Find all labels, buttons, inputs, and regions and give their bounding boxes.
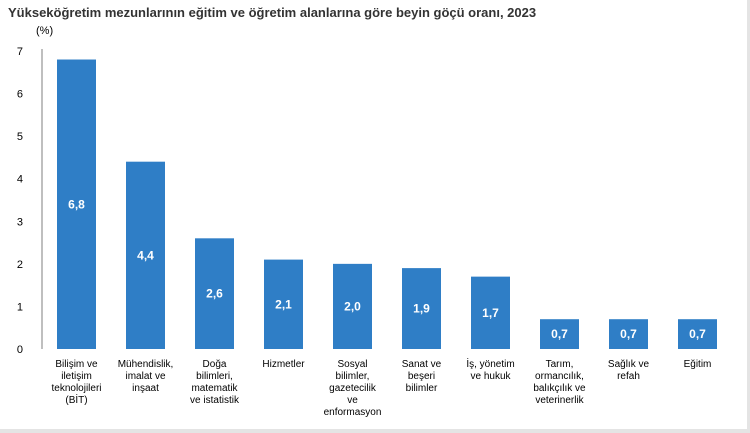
bar-1 [57, 59, 96, 350]
bar-10 [678, 319, 717, 349]
bar-9 [609, 319, 648, 349]
y-tick-label: 5 [17, 131, 23, 143]
y-tick-label: 2 [17, 259, 23, 271]
y-tick-label: 1 [17, 301, 23, 313]
bar-value-label: 4,4 [137, 248, 154, 262]
category-label: Hizmetler [262, 359, 305, 370]
category-label: İş, yönetim ve hukuk [466, 357, 514, 382]
bar-value-label: 1,7 [482, 306, 499, 320]
bar-5 [333, 263, 372, 349]
category-label: Bilişim ve iletişim teknolojileri (BİT) [51, 359, 101, 406]
category-label: Eğitim [684, 359, 712, 370]
category-label: Tarım, ormancılık, balıkçılık ve veterinerl… [533, 359, 586, 406]
bar-value-label: 2,0 [344, 299, 361, 313]
bar-value-label: 0,7 [551, 327, 568, 341]
bar-value-label: 2,1 [275, 297, 292, 311]
bar-3 [195, 238, 234, 349]
category-label: Doğa bilimleri, matematik ve istatistik [190, 359, 240, 406]
y-tick-label: 7 [17, 46, 23, 58]
y-tick-label: 6 [17, 89, 23, 101]
chart-title: Yükseköğretim mezunlarının eğitim ve öğr… [8, 5, 537, 20]
y-tick-label: 3 [17, 216, 23, 228]
category-label: Sağlık ve refah [608, 359, 650, 382]
bar-value-label: 1,9 [413, 302, 430, 316]
bar-6 [402, 268, 441, 349]
bar-value-label: 0,7 [689, 327, 706, 341]
bar-2 [126, 161, 165, 349]
bar-4 [264, 259, 303, 349]
category-label: Sanat ve beşeri bilimler [402, 359, 442, 394]
category-label: Sosyal bilimler, gazetecilik ve enformasyon [324, 359, 382, 418]
category-label: Mühendislik, imalat ve inşaat [118, 359, 174, 394]
bar-value-label: 0,7 [620, 327, 637, 341]
y-tick-label: 4 [17, 174, 23, 186]
bar-value-label: 2,6 [206, 287, 223, 301]
y-tick-label: 0 [17, 344, 23, 356]
y-axis-unit-label: (%) [36, 25, 53, 37]
bar-7 [471, 276, 510, 349]
bar-value-label: 6,8 [68, 197, 85, 211]
bar-8 [540, 319, 579, 349]
